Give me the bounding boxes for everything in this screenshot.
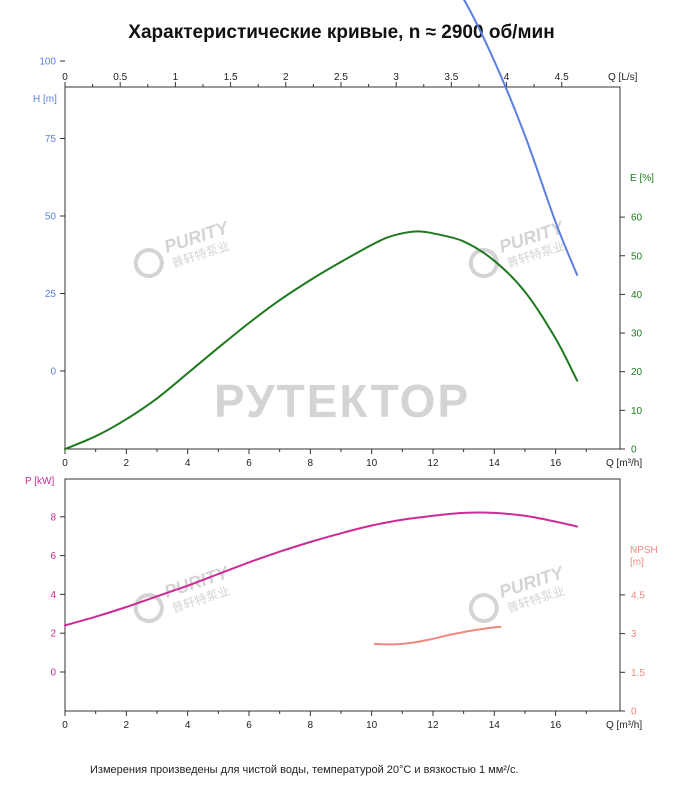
- x-axis-label: Q [m³/h]: [606, 458, 642, 469]
- x-top-tick-label: 1: [173, 72, 179, 83]
- npsh-curve-line: [373, 625, 502, 646]
- measurement-footnote: Измерения произведены для чистой воды, т…: [90, 764, 519, 776]
- y-left-tick-label: 6: [50, 551, 56, 562]
- power-curve-line: [64, 511, 579, 627]
- head-curve-line: [463, 0, 579, 276]
- y-right-tick-label: 60: [631, 213, 643, 224]
- x-top-tick-label: 2: [283, 72, 289, 83]
- x-tick-label: 14: [489, 720, 501, 731]
- x-tick-label: 0: [62, 458, 68, 469]
- x-tick-label: 10: [366, 458, 378, 469]
- x-tick-label: 2: [124, 458, 130, 469]
- x-tick-label: 2: [124, 720, 130, 731]
- x-top-tick-label: 3: [393, 72, 399, 83]
- y-right-tick-label: 1.5: [631, 668, 645, 679]
- y-left-axis-label: P [kW]: [25, 476, 54, 487]
- x-top-tick-label: 4: [504, 72, 510, 83]
- y-left-tick-label: 4: [50, 590, 56, 601]
- x-tick-label: 10: [366, 720, 378, 731]
- y-left-tick-label: 8: [50, 512, 56, 523]
- top-plot-frame: [64, 86, 621, 450]
- x-tick-label: 4: [185, 720, 191, 731]
- y-left-tick-label: 2: [50, 629, 56, 640]
- y-right-tick-label: 3: [631, 629, 637, 640]
- y-right-tick-label: 10: [631, 406, 643, 417]
- x-tick-label: 16: [550, 720, 562, 731]
- y-right-tick-label: 20: [631, 367, 643, 378]
- y-left-tick-label: 25: [45, 289, 57, 300]
- x-axis-label: Q [m³/h]: [606, 720, 642, 731]
- x-top-tick-label: 2.5: [334, 72, 348, 83]
- x-top-axis-label: Q [L/s]: [608, 72, 638, 83]
- chart-title: Характеристические кривые, n ≈ 2900 об/м…: [128, 22, 555, 43]
- x-tick-label: 6: [246, 458, 252, 469]
- x-top-tick-label: 3.5: [444, 72, 458, 83]
- x-tick-label: 12: [427, 720, 439, 731]
- y-left-tick-label: 0: [50, 367, 56, 378]
- x-tick-label: 14: [489, 458, 501, 469]
- x-top-tick-label: 0.5: [113, 72, 127, 83]
- y-left-tick-label: 0: [50, 668, 56, 679]
- x-top-tick-label: 1.5: [224, 72, 238, 83]
- x-top-tick-label: 4.5: [555, 72, 569, 83]
- efficiency-curve-line: [64, 230, 579, 450]
- y-right-tick-label: 30: [631, 329, 643, 340]
- x-tick-label: 0: [62, 720, 68, 731]
- y-right-axis-label: NPSH: [630, 545, 658, 556]
- x-tick-label: 4: [185, 458, 191, 469]
- x-tick-label: 12: [427, 458, 439, 469]
- x-tick-label: 8: [308, 720, 314, 731]
- y-right-tick-label: 4.5: [631, 590, 645, 601]
- y-left-tick-label: 50: [45, 212, 57, 223]
- x-tick-label: 16: [550, 458, 562, 469]
- y-right-tick-label: 50: [631, 251, 643, 262]
- y-left-tick-label: 75: [45, 134, 57, 145]
- y-right-tick-label: 0: [631, 707, 637, 718]
- x-top-tick-label: 0: [62, 72, 68, 83]
- y-right-axis-label: [m]: [630, 557, 644, 568]
- x-tick-label: 8: [308, 458, 314, 469]
- y-left-axis-label: H [m]: [33, 94, 57, 105]
- y-right-axis-label: E [%]: [630, 173, 654, 184]
- y-right-tick-label: 40: [631, 290, 643, 301]
- brand-watermark: РУТЕКТОР: [214, 375, 470, 427]
- y-left-tick-label: 100: [39, 57, 56, 68]
- x-tick-label: 6: [246, 720, 252, 731]
- y-right-tick-label: 0: [631, 445, 637, 456]
